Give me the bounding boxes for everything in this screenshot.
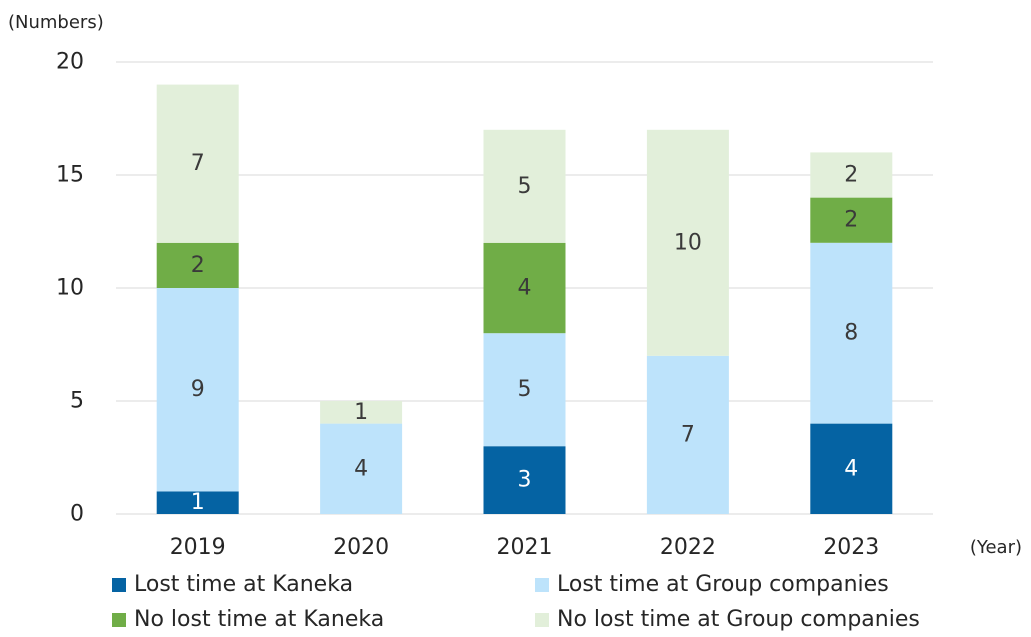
x-tick-label: 2019: [170, 535, 226, 560]
bar-segment: [320, 423, 403, 514]
legend-item-no-lost-time-group: No lost time at Group companies: [535, 607, 920, 632]
bar-segment: [810, 197, 893, 243]
data-label: 5: [518, 377, 532, 402]
legend-item-lost-time-group: Lost time at Group companies: [535, 572, 889, 597]
data-label: 7: [681, 422, 695, 447]
x-tick-labels: 2019 2020 2021 2022 2023: [170, 535, 880, 560]
bar-segment: [810, 152, 893, 198]
data-label: 2: [844, 208, 858, 233]
data-label: 4: [518, 276, 532, 301]
data-label: 2: [191, 253, 205, 278]
y-tick-label: 5: [70, 389, 84, 414]
data-label: 2: [844, 163, 858, 188]
data-label: 9: [191, 377, 205, 402]
data-label: 7: [191, 151, 205, 176]
y-tick-label: 0: [70, 502, 84, 527]
legend-item-no-lost-time-kaneka: No lost time at Kaneka: [112, 607, 384, 632]
legend-swatch: [535, 612, 549, 627]
x-tick-label: 2020: [333, 535, 389, 560]
bar-segment: [156, 288, 239, 492]
bar-segment: [483, 446, 566, 514]
legend-swatch: [112, 612, 126, 627]
data-label: 10: [674, 230, 702, 255]
data-label: 4: [844, 456, 858, 481]
bar-segment: [483, 242, 566, 334]
legend-label: No lost time at Group companies: [557, 607, 920, 632]
x-tick-label: 2021: [497, 535, 553, 560]
data-label: 5: [518, 174, 532, 199]
legend-label: Lost time at Group companies: [557, 572, 889, 597]
data-label: 8: [844, 321, 858, 346]
bar-segment: [810, 423, 893, 514]
bar-segment: [646, 129, 729, 356]
y-tick-label: 15: [56, 163, 84, 188]
bar-segment: [646, 355, 729, 514]
bar-segment: [483, 129, 566, 243]
legend-label: Lost time at Kaneka: [134, 572, 354, 597]
data-label: 1: [354, 400, 368, 425]
legend-label: No lost time at Kaneka: [134, 607, 385, 632]
legend-swatch: [535, 577, 549, 592]
y-tick-labels: 0 5 10 15 20: [56, 50, 84, 527]
y-axis-label: (Numbers): [8, 12, 104, 33]
x-tick-label: 2023: [823, 535, 879, 560]
bar-segment: [156, 491, 239, 514]
bar-segment: [483, 333, 566, 447]
data-label: 3: [518, 468, 532, 493]
x-axis-label: (Year): [970, 537, 1022, 558]
y-tick-label: 10: [56, 276, 84, 301]
data-label: 4: [354, 456, 368, 481]
x-tick-label: 2022: [660, 535, 716, 560]
legend-swatch: [112, 577, 126, 592]
legend-item-lost-time-kaneka: Lost time at Kaneka: [112, 572, 353, 597]
bar-segment: [810, 242, 893, 424]
bar-segment: [156, 84, 239, 243]
bar-segment: [320, 401, 403, 424]
bars: 1 9 2 7 4 1 3 5 4 5 7 10 4 8 2 2: [156, 84, 893, 515]
y-tick-label: 20: [56, 50, 84, 75]
bar-segment: [156, 242, 239, 288]
data-label: 1: [191, 490, 205, 515]
